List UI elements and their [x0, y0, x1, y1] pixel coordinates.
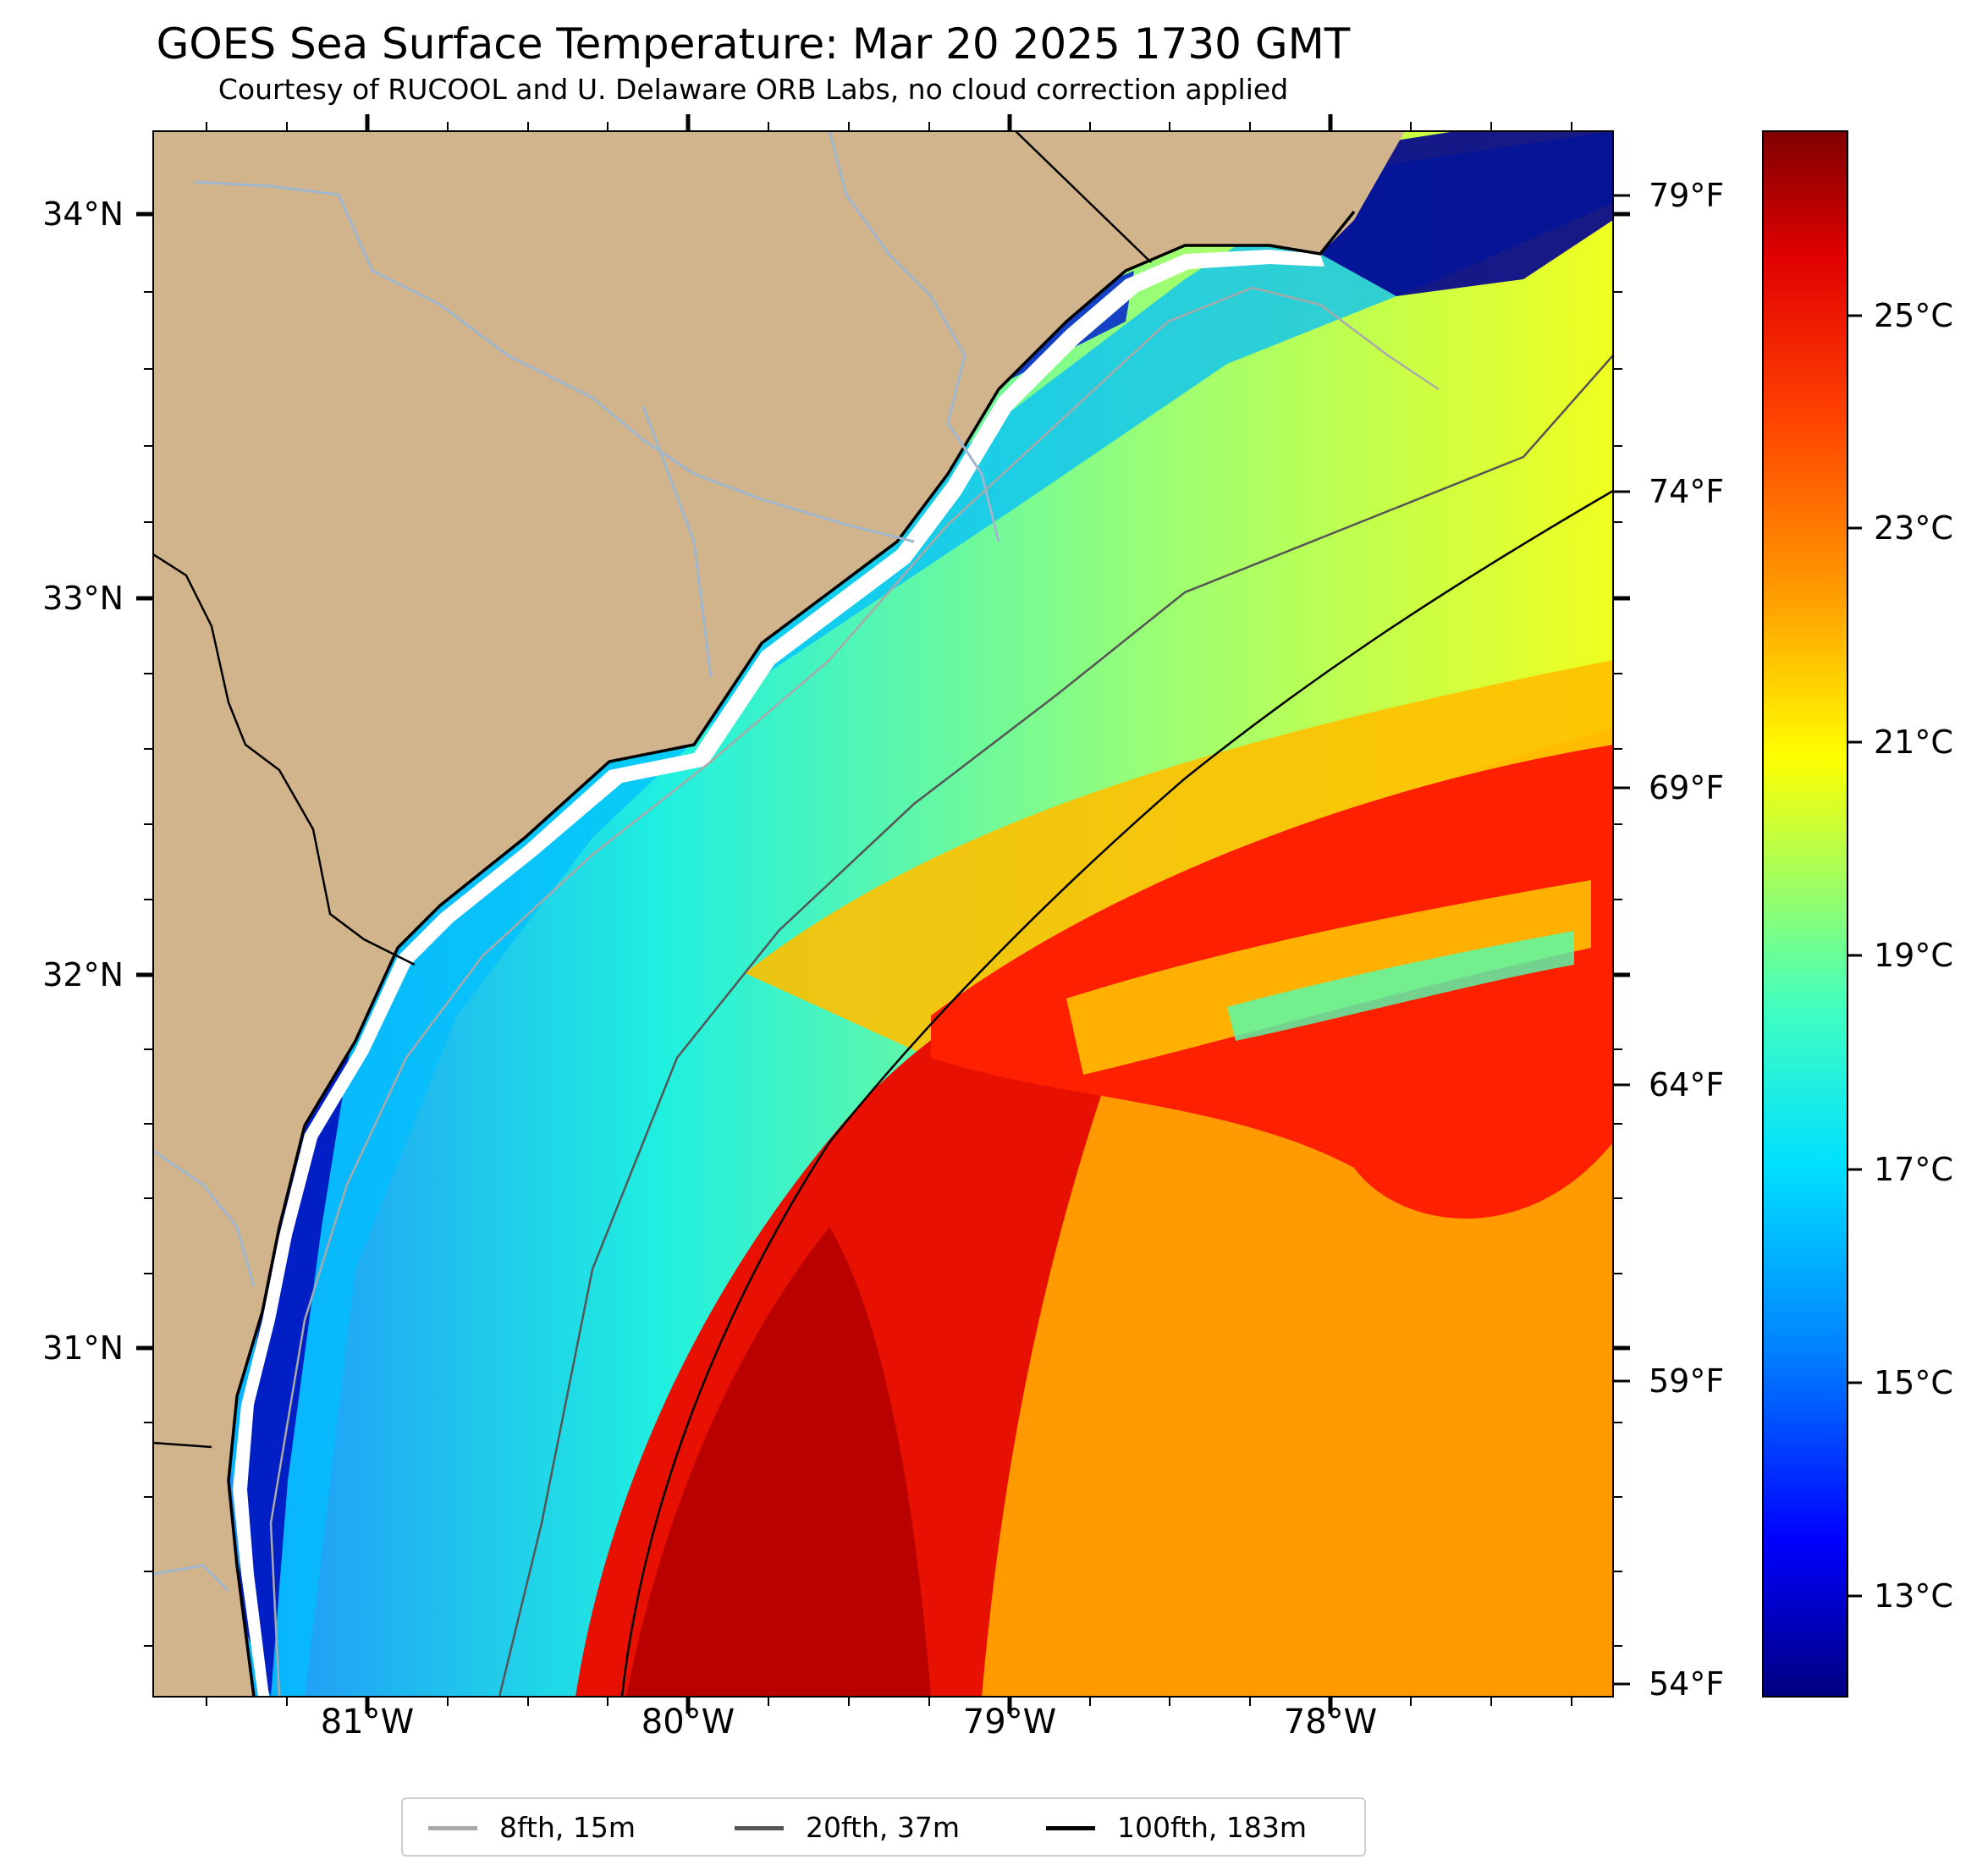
river — [153, 1564, 230, 1593]
coastline — [227, 210, 1356, 1697]
cold-water-patch — [237, 1015, 355, 1697]
fahrenheit-label: 59°F — [1649, 1362, 1725, 1400]
state-border — [1015, 131, 1152, 263]
state-border — [153, 553, 416, 966]
lat-ticks — [136, 212, 153, 1647]
legend-item-100fth: 100fth, 183m — [1046, 1809, 1307, 1846]
fahrenheit-ticks — [1613, 194, 1630, 1686]
map-frame — [152, 130, 1614, 1698]
isobath-legend: 8fth, 15m 20fth, 37m 100fth, 183m — [401, 1797, 1366, 1857]
legend-line-icon — [1046, 1825, 1095, 1830]
colorbar — [1762, 130, 1848, 1698]
legend-item-20fth: 20fth, 37m — [735, 1809, 960, 1846]
state-border — [153, 1441, 212, 1449]
celsius-label: 23°C — [1874, 509, 1953, 547]
colorbar-ticks — [1848, 314, 1862, 1598]
nearshore-cool-band — [229, 131, 1613, 1697]
celsius-label: 15°C — [1874, 1364, 1953, 1401]
fahrenheit-label: 74°F — [1649, 473, 1725, 510]
celsius-label: 13°C — [1874, 1577, 1953, 1615]
fahrenheit-label: 69°F — [1649, 769, 1725, 806]
lat-label: 31°N — [42, 1329, 124, 1367]
river — [828, 131, 1000, 542]
chart-title: GOES Sea Surface Temperature: Mar 20 202… — [156, 19, 1351, 69]
legend-item-8fth: 8fth, 15m — [428, 1809, 636, 1846]
lat-ticks-right — [1613, 212, 1630, 1647]
chart-subtitle: Courtesy of RUCOOL and U. Delaware ORB L… — [218, 73, 1289, 106]
celsius-label: 17°C — [1874, 1151, 1953, 1188]
warm-transition-water — [745, 660, 1613, 1058]
celsius-label: 25°C — [1874, 297, 1953, 334]
lat-label: 33°N — [42, 580, 124, 617]
lon-label: 78°W — [1283, 1703, 1378, 1742]
lon-label: 79°W — [962, 1703, 1057, 1742]
lon-ticks — [206, 114, 1572, 1714]
lat-label: 32°N — [42, 956, 124, 993]
gulf-stream-hot-core — [626, 1227, 931, 1697]
legend-line-icon — [735, 1825, 784, 1830]
lon-label: 81°W — [320, 1703, 415, 1742]
gulf-stream-filament — [1227, 931, 1574, 1041]
river — [642, 405, 713, 678]
land-mass — [153, 131, 1396, 1697]
fahrenheit-label: 64°F — [1649, 1066, 1725, 1103]
river — [194, 180, 915, 543]
gulf-stream-filament — [1066, 880, 1591, 1075]
cold-water-patch — [1320, 131, 1613, 296]
lon-label: 80°W — [641, 1703, 735, 1742]
celsius-label: 21°C — [1874, 724, 1953, 761]
celsius-label: 19°C — [1874, 937, 1953, 974]
river — [153, 1149, 256, 1287]
fahrenheit-label: 79°F — [1649, 177, 1725, 214]
isobath-20fth — [498, 355, 1613, 1697]
lat-label: 34°N — [42, 195, 124, 233]
fahrenheit-label: 54°F — [1649, 1665, 1725, 1703]
isobath-8fth — [269, 286, 1440, 1697]
legend-line-icon — [428, 1825, 477, 1830]
legend-label: 20fth, 37m — [806, 1811, 960, 1844]
legend-label: 8fth, 15m — [499, 1811, 636, 1844]
legend-label: 100fth, 183m — [1117, 1811, 1307, 1844]
isobath-100fth — [620, 489, 1613, 1697]
land-mass — [1329, 131, 1405, 245]
map-plot-area — [153, 131, 1613, 1697]
